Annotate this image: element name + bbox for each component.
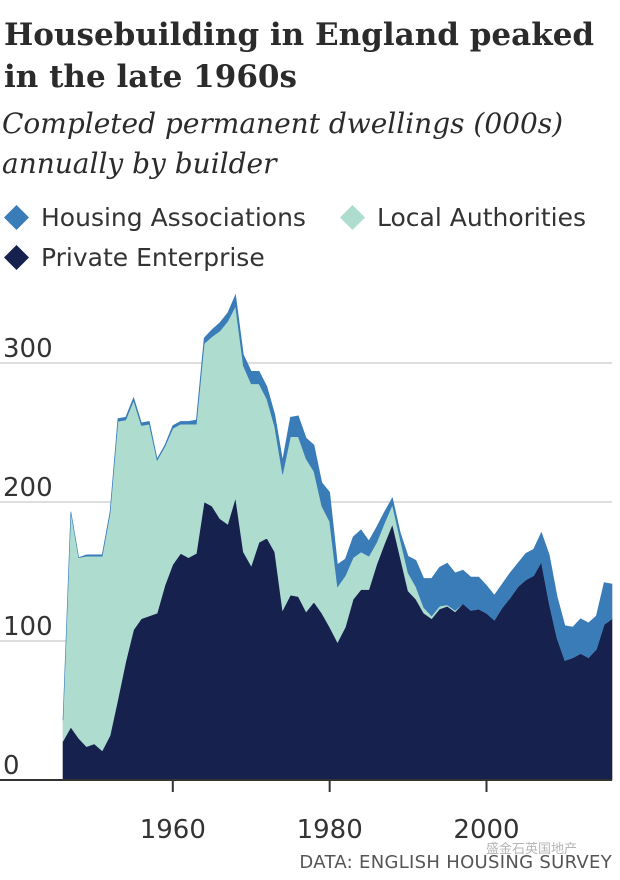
x-tick-label-2000: 2000	[453, 815, 519, 845]
x-tick-label-1960: 1960	[140, 815, 206, 845]
series-area-housing-associations	[62, 293, 613, 721]
x-tick-label-1980: 1980	[297, 815, 363, 845]
legend-item-local-authorities: Local Authorities	[340, 203, 586, 232]
source-note: DATA: ENGLISH HOUSING SURVEY	[299, 852, 612, 873]
legend-item-housing-associations: Housing Associations	[4, 203, 306, 232]
legend-item-private-enterprise: Private Enterprise	[4, 243, 265, 272]
y-tick-label-200: 200	[3, 473, 53, 503]
legend-label-housing-associations: Housing Associations	[41, 203, 306, 232]
legend-label-local-authorities: Local Authorities	[377, 203, 587, 232]
y-tick-label-300: 300	[3, 334, 53, 364]
watermark: 盛金石英国地产	[486, 842, 578, 857]
legend-label-private-enterprise: Private Enterprise	[41, 243, 265, 272]
y-tick-label-0: 0	[3, 751, 20, 781]
y-tick-label-100: 100	[3, 612, 53, 642]
chart-subtitle: Completed permanent dwellings (000s) ann…	[2, 107, 564, 180]
chart-title: Housebuilding in England peaked in the l…	[4, 17, 595, 95]
